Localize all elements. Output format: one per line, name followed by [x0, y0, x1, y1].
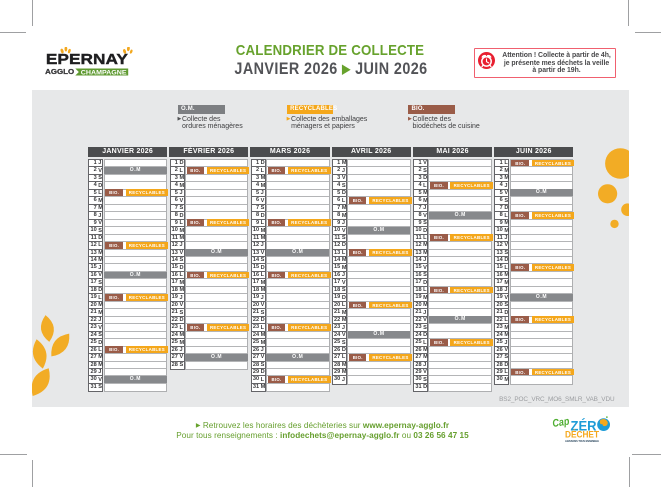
svg-text:EPERNAY: EPERNAY: [46, 51, 128, 68]
svg-text:Cap: Cap: [552, 415, 571, 430]
svg-text:DÉCHET: DÉCHET: [565, 429, 599, 440]
svg-text:AGGLO: AGGLO: [45, 67, 74, 76]
svg-text:AGISSONS TOUS ENSEMBLE: AGISSONS TOUS ENSEMBLE: [565, 439, 599, 443]
svg-text:CHAMPAGNE: CHAMPAGNE: [81, 69, 127, 76]
svg-text:ZÉR: ZÉR: [571, 418, 597, 434]
